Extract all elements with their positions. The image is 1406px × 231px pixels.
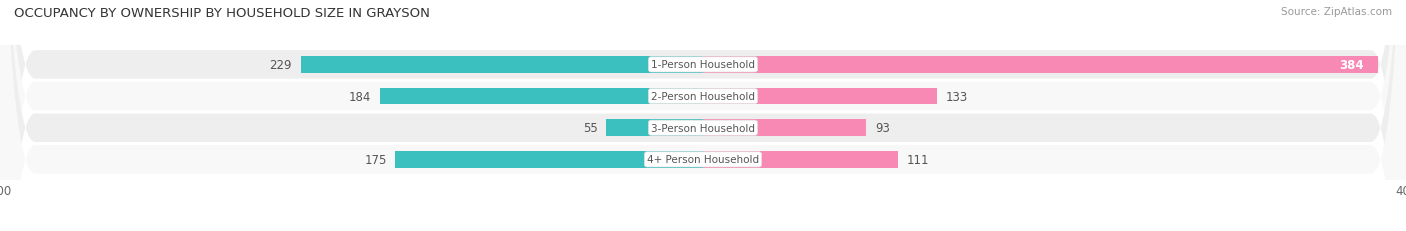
Bar — [395, 152, 703, 168]
Text: 55: 55 — [583, 122, 598, 135]
Text: 2-Person Household: 2-Person Household — [651, 92, 755, 102]
Text: 184: 184 — [349, 90, 371, 103]
Text: Source: ZipAtlas.com: Source: ZipAtlas.com — [1281, 7, 1392, 17]
Text: 229: 229 — [269, 59, 292, 72]
Bar — [703, 57, 1378, 73]
Text: 4+ Person Household: 4+ Person Household — [647, 155, 759, 165]
Text: 3-Person Household: 3-Person Household — [651, 123, 755, 133]
Bar — [380, 88, 703, 105]
Text: 1-Person Household: 1-Person Household — [651, 60, 755, 70]
Text: 133: 133 — [945, 90, 967, 103]
Bar — [703, 88, 936, 105]
Text: 111: 111 — [907, 153, 929, 166]
Bar — [301, 57, 703, 73]
Bar — [703, 120, 866, 136]
Text: 93: 93 — [875, 122, 890, 135]
Text: 175: 175 — [364, 153, 387, 166]
Text: 384: 384 — [1339, 59, 1364, 72]
Bar — [606, 120, 703, 136]
Bar — [703, 152, 898, 168]
Text: OCCUPANCY BY OWNERSHIP BY HOUSEHOLD SIZE IN GRAYSON: OCCUPANCY BY OWNERSHIP BY HOUSEHOLD SIZE… — [14, 7, 430, 20]
